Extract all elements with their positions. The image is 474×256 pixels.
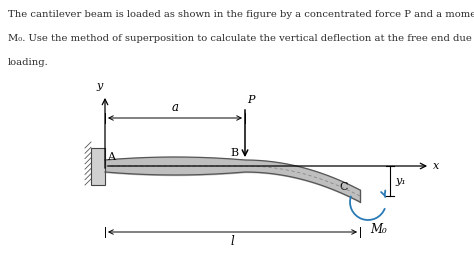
Text: A: A [107,152,115,162]
Text: y: y [97,81,103,91]
Text: l: l [231,235,234,248]
Text: M₀: M₀ [370,223,387,236]
Text: C: C [339,182,348,192]
Text: loading.: loading. [8,58,49,67]
Bar [91,148,105,185]
Text: P: P [247,95,255,105]
Text: B: B [231,148,239,158]
Text: y₁: y₁ [395,176,406,186]
Text: M₀. Use the method of superposition to calculate the vertical deflection at the : M₀. Use the method of superposition to c… [8,34,474,43]
Text: x: x [433,161,439,171]
Text: The cantilever beam is loaded as shown in the figure by a concentrated force P a: The cantilever beam is loaded as shown i… [8,10,474,19]
Text: a: a [172,101,179,114]
